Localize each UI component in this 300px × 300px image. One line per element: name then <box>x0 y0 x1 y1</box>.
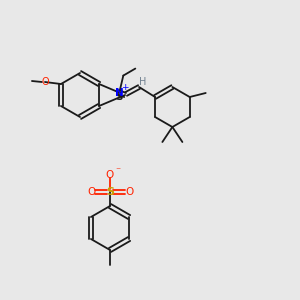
Text: O: O <box>125 187 133 197</box>
Text: S: S <box>106 187 114 197</box>
Text: O: O <box>41 77 49 87</box>
Text: H: H <box>140 77 147 87</box>
Text: O: O <box>106 170 114 180</box>
Text: S: S <box>116 92 123 102</box>
Text: O: O <box>87 187 95 197</box>
Text: N: N <box>115 88 124 98</box>
Text: ⁻: ⁻ <box>116 166 121 176</box>
Text: +: + <box>122 83 129 92</box>
